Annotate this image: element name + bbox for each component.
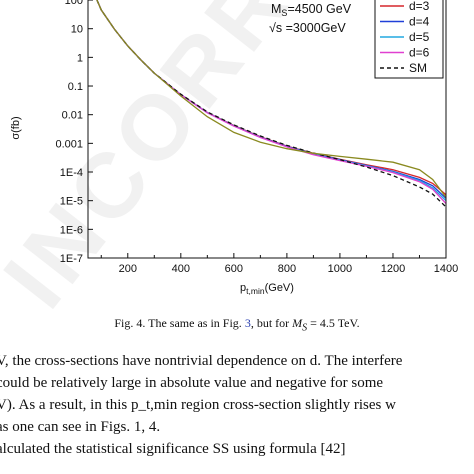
body-text-line: as one can see in Figs. 1, 4. bbox=[0, 419, 161, 435]
plot-frame bbox=[87, 0, 447, 259]
figure-ref-link[interactable]: 3 bbox=[244, 316, 251, 330]
body-text-line: alculated the statistical significance S… bbox=[0, 441, 346, 457]
legend-label: d=5 bbox=[409, 30, 430, 44]
y-tick-label: 10 bbox=[71, 24, 83, 36]
x-tick-label: 1200 bbox=[381, 263, 405, 275]
legend-label: SM bbox=[409, 61, 427, 75]
y-tick-label: 1E-6 bbox=[60, 224, 83, 236]
x-tick-label: 1000 bbox=[328, 263, 352, 275]
body-text-line: V). As a result, in this p_t,min region … bbox=[0, 397, 396, 413]
y-tick-label: 1E-4 bbox=[60, 167, 83, 179]
x-tick-label: 800 bbox=[278, 263, 296, 275]
figure-caption: Fig. 4. The same as in Fig. 3, but for M… bbox=[114, 316, 360, 334]
x-tick-label: 1400 bbox=[434, 263, 458, 275]
legend-box bbox=[374, 0, 444, 79]
body-text-line: could be relatively large in absolute va… bbox=[0, 375, 384, 391]
y-axis-label: σ(fb) bbox=[10, 116, 22, 139]
y-tick-label: 1 bbox=[77, 52, 83, 64]
y-tick-label: 0.001 bbox=[55, 138, 83, 150]
x-tick-label: 600 bbox=[225, 263, 243, 275]
legend-label: d=3 bbox=[409, 0, 430, 13]
ms-annotation: MS=4500 GeV bbox=[271, 2, 352, 18]
series-line-olive bbox=[96, 0, 447, 198]
legend-label: d=4 bbox=[409, 15, 430, 29]
x-axis-label: pt,min(GeV) bbox=[240, 282, 294, 296]
cross-section-chart: 200 400 600 800 1000 1200 1400 100 10 1 0.1 0.01 0.0… bbox=[10, 0, 458, 296]
legend: d=3 d=4d=5 d=6SM bbox=[374, 0, 444, 79]
y-tick-label: 1E-5 bbox=[60, 196, 83, 208]
body-text-line: V, the cross-sections have nontrivial de… bbox=[0, 353, 403, 369]
y-tick-label: 0.01 bbox=[62, 110, 83, 122]
x-tick-label: 200 bbox=[119, 263, 137, 275]
y-tick-label: 100 bbox=[65, 0, 83, 7]
x-tick-label: 400 bbox=[172, 263, 190, 275]
sqrt-s-annotation: √s =3000GeV bbox=[269, 21, 346, 35]
y-tick-label: 0.1 bbox=[68, 81, 83, 93]
legend-label: d=6 bbox=[409, 46, 430, 60]
y-tick-label: 1E-7 bbox=[60, 253, 83, 265]
